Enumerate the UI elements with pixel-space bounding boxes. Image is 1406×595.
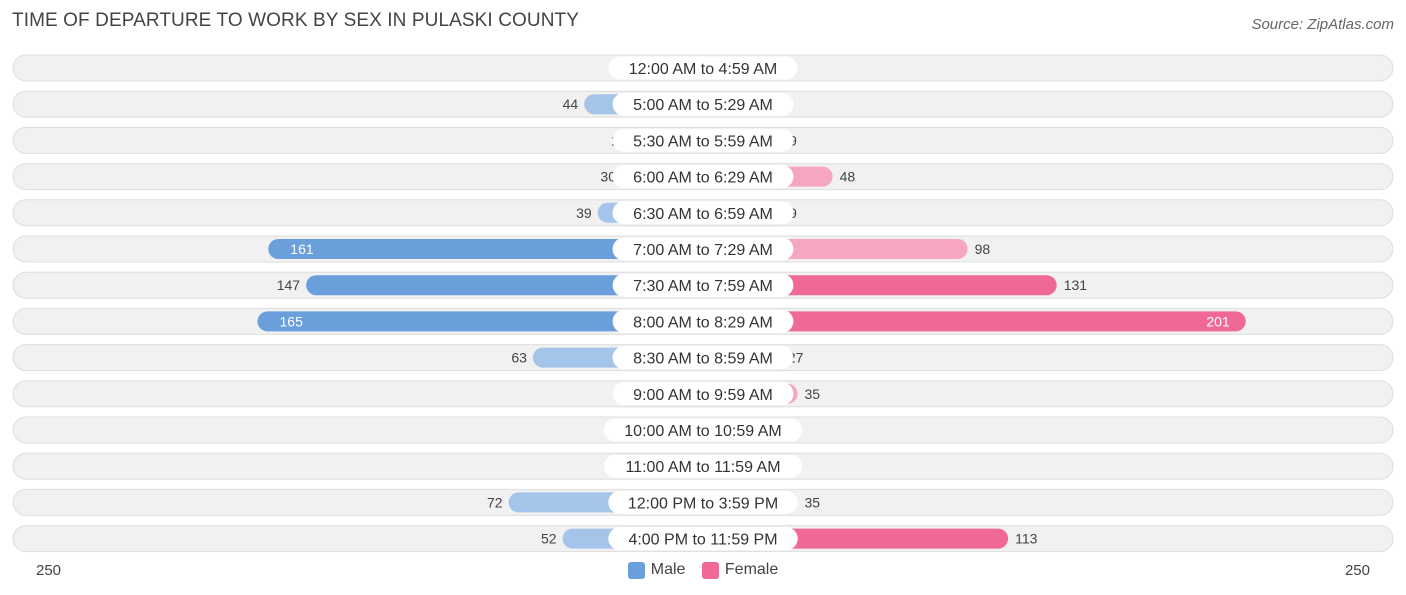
female-value-label: 98 (975, 241, 991, 257)
category-label: 10:00 AM to 10:59 AM (624, 423, 781, 440)
male-value-label: 44 (563, 96, 579, 112)
category-pill (604, 454, 802, 478)
category-pill (612, 309, 794, 333)
legend-item-female: Female (701, 561, 779, 579)
legend-swatch-male (627, 561, 645, 579)
category-pill (612, 128, 794, 152)
chart-title: TIME OF DEPARTURE TO WORK BY SEX IN PULA… (12, 10, 580, 31)
female-value-label: 131 (1064, 277, 1088, 293)
category-pill (612, 346, 794, 370)
female-value-label: 48 (840, 169, 856, 185)
legend-label-female: Female (724, 561, 779, 578)
category-pill (612, 237, 794, 261)
male-value-label: 147 (277, 277, 301, 293)
category-pill (612, 165, 794, 189)
category-label: 7:00 AM to 7:29 AM (633, 242, 773, 259)
female-value-label: 201 (1206, 313, 1230, 329)
male-value-label: 63 (511, 350, 527, 366)
category-label: 7:30 AM to 7:59 AM (633, 278, 773, 295)
category-label: 6:30 AM to 6:59 AM (633, 206, 773, 223)
category-pill (608, 490, 798, 514)
male-value-label: 161 (290, 241, 314, 257)
category-label: 4:00 PM to 11:59 PM (628, 532, 777, 549)
category-label: 8:00 AM to 8:29 AM (633, 314, 773, 331)
category-label: 12:00 AM to 4:59 AM (629, 61, 778, 78)
category-label: 5:30 AM to 5:59 AM (633, 133, 773, 150)
category-label: 11:00 AM to 11:59 AM (625, 459, 780, 476)
axis-left-label: 250 (36, 562, 62, 579)
female-value-label: 35 (805, 386, 821, 402)
category-pill (612, 382, 794, 406)
category-label: 5:00 AM to 5:29 AM (633, 97, 773, 114)
male-bar (306, 275, 703, 296)
category-pill (604, 418, 802, 442)
male-value-label: 39 (576, 205, 592, 221)
category-label: 8:30 AM to 8:59 AM (633, 351, 773, 368)
source-label: Source: ZipAtlas.com (1251, 16, 1394, 33)
axis-right-label: 250 (1344, 562, 1370, 579)
male-bar (257, 311, 703, 332)
category-pill (612, 92, 794, 116)
category-label: 6:00 AM to 6:29 AM (633, 170, 773, 187)
category-pill (612, 273, 794, 297)
legend-label-male: Male (650, 561, 686, 578)
category-pill (608, 527, 798, 551)
female-bar (703, 311, 1246, 332)
category-label: 9:00 AM to 9:59 AM (633, 387, 773, 404)
male-value-label: 30 (600, 169, 616, 185)
legend-swatch-female (701, 561, 719, 579)
category-label: 12:00 PM to 3:59 PM (628, 495, 778, 512)
male-value-label: 52 (541, 531, 557, 547)
male-value-label: 72 (487, 494, 503, 510)
female-value-label: 35 (805, 494, 821, 510)
chart-canvas: 20212:00 AM to 4:59 AM4455:00 AM to 5:29… (12, 54, 1394, 553)
legend: Male Female (0, 561, 1406, 584)
male-value-label: 165 (280, 313, 304, 329)
legend-item-male: Male (627, 561, 686, 579)
female-value-label: 113 (1015, 531, 1038, 547)
male-bar (268, 239, 703, 259)
category-pill (612, 201, 794, 225)
category-pill (608, 56, 798, 80)
